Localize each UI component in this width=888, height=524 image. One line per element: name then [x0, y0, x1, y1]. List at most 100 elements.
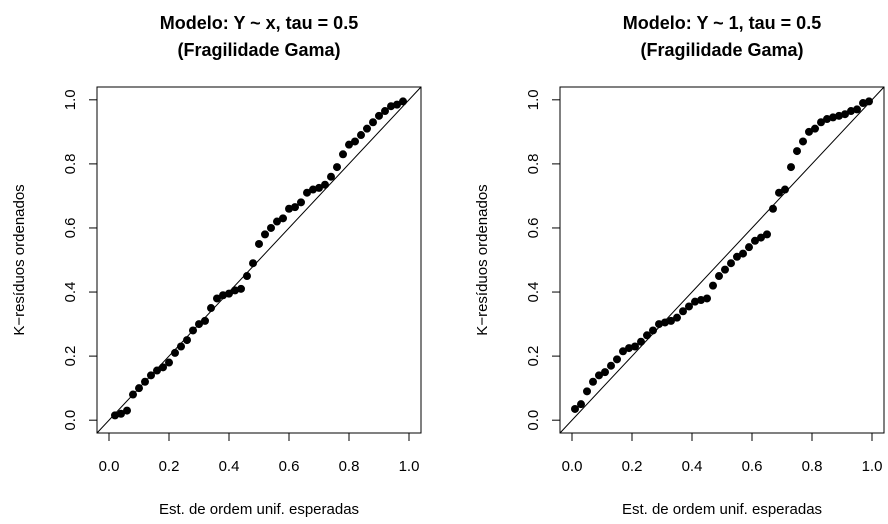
point	[799, 137, 807, 146]
point	[601, 368, 609, 377]
point	[583, 387, 591, 396]
chart-title: Modelo: Y ~ x, tau = 0.5	[160, 13, 358, 33]
point	[841, 110, 849, 119]
point	[369, 118, 377, 127]
point	[829, 113, 837, 122]
point	[375, 111, 383, 120]
point	[225, 289, 233, 298]
point	[333, 163, 341, 172]
point	[733, 252, 741, 261]
point	[643, 331, 651, 340]
point	[117, 409, 125, 418]
point	[853, 105, 861, 114]
point	[793, 147, 801, 156]
point	[835, 111, 843, 120]
y-tick-label: 0.8	[525, 153, 542, 174]
x-tick-label: 0.0	[562, 458, 583, 475]
point	[255, 239, 263, 248]
point	[387, 102, 395, 111]
point	[147, 371, 155, 380]
y-axis-label: K−resíduos ordenados	[474, 184, 491, 335]
point	[243, 272, 251, 281]
point	[315, 183, 323, 192]
point	[613, 355, 621, 364]
point	[339, 150, 347, 159]
point	[351, 137, 359, 146]
point	[357, 131, 365, 140]
point	[787, 163, 795, 172]
point	[703, 294, 711, 303]
point	[577, 400, 585, 409]
point	[775, 188, 783, 197]
point	[111, 411, 119, 420]
point	[721, 265, 729, 274]
x-tick-label: 1.0	[399, 458, 420, 475]
point	[739, 249, 747, 258]
point	[751, 236, 759, 245]
y-tick-label: 1.0	[62, 89, 79, 110]
point	[649, 326, 657, 335]
point	[141, 377, 149, 386]
point	[673, 313, 681, 322]
y-tick-label: 0.6	[62, 218, 79, 239]
point	[781, 185, 789, 194]
x-tick-label: 0.6	[742, 458, 763, 475]
x-tick-label: 0.4	[219, 458, 240, 475]
y-tick-label: 1.0	[525, 89, 542, 110]
point	[327, 172, 335, 181]
point	[715, 272, 723, 281]
point	[847, 107, 855, 116]
point	[381, 107, 389, 116]
point	[763, 230, 771, 239]
point	[159, 363, 167, 372]
chart-title: Modelo: Y ~ 1, tau = 0.5	[623, 13, 821, 33]
point	[661, 318, 669, 327]
point	[189, 326, 197, 335]
point	[273, 217, 281, 226]
point	[571, 404, 579, 413]
chart-subtitle: (Fragilidade Gama)	[177, 40, 340, 60]
x-tick-label: 0.8	[802, 458, 823, 475]
point	[237, 284, 245, 293]
point	[667, 316, 675, 325]
point	[129, 390, 137, 399]
point	[745, 243, 753, 252]
point	[171, 348, 179, 357]
point	[363, 124, 371, 133]
point	[153, 366, 161, 375]
y-tick-label: 0.2	[525, 346, 542, 367]
x-tick-label: 0.6	[279, 458, 300, 475]
x-tick-label: 0.8	[339, 458, 360, 475]
point	[817, 118, 825, 127]
point	[595, 371, 603, 380]
x-tick-label: 1.0	[862, 458, 883, 475]
point	[177, 342, 185, 351]
x-tick-label: 0.2	[159, 458, 180, 475]
y-tick-label: 0.4	[525, 282, 542, 303]
x-axis-label: Est. de ordem unif. esperadas	[159, 501, 359, 518]
point	[607, 361, 615, 370]
point	[823, 115, 831, 124]
point	[625, 344, 633, 353]
point	[231, 286, 239, 295]
y-tick-label: 0.6	[525, 218, 542, 239]
point	[727, 259, 735, 268]
point	[655, 320, 663, 329]
point	[309, 185, 317, 194]
point	[291, 203, 299, 212]
point	[195, 320, 203, 329]
point	[207, 304, 215, 313]
point	[303, 188, 311, 197]
x-tick-label: 0.0	[99, 458, 120, 475]
y-tick-label: 0.4	[62, 282, 79, 303]
point	[123, 406, 131, 415]
y-tick-label: 0.8	[62, 153, 79, 174]
y-tick-label: 0.0	[525, 410, 542, 431]
y-tick-label: 0.0	[62, 410, 79, 431]
chart-subtitle: (Fragilidade Gama)	[640, 40, 803, 60]
point	[285, 204, 293, 213]
point	[321, 180, 329, 189]
point	[769, 204, 777, 213]
point	[279, 214, 287, 223]
